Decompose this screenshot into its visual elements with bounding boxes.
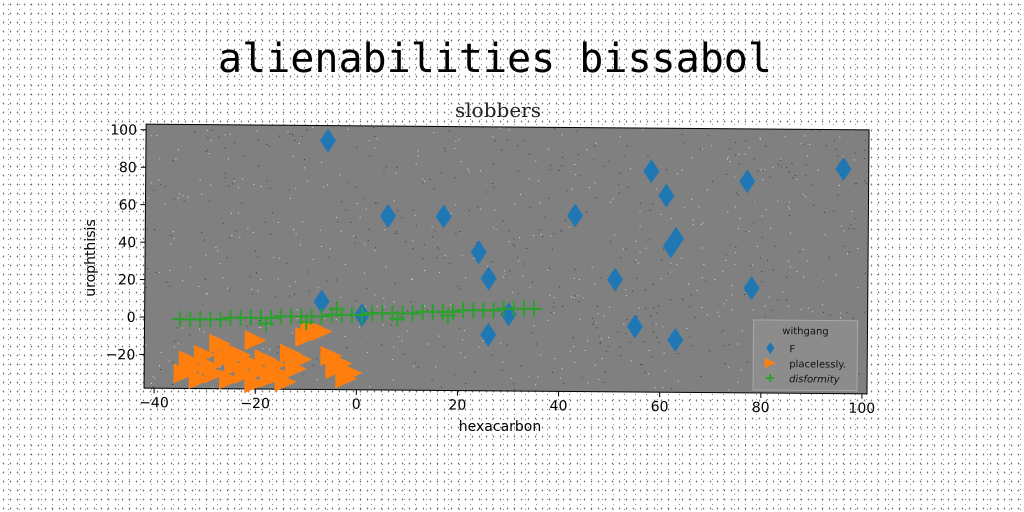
plus-point [298, 314, 315, 331]
legend-label-2: placelessly. [789, 359, 846, 370]
legend-marker-2 [764, 358, 776, 369]
plot-area [143, 123, 870, 395]
chart-subtitle: slobbers [455, 98, 541, 122]
diamond-point [668, 226, 685, 251]
y-tick-label: 40 [118, 235, 136, 251]
x-tick-label: 0 [352, 397, 361, 413]
x-tick-label: 40 [550, 398, 568, 414]
diamond-point [643, 159, 660, 184]
diamond-point [567, 203, 584, 228]
plus-point [439, 307, 456, 324]
diamond-point [739, 169, 756, 194]
x-tick-label: 80 [752, 400, 770, 416]
plus-point [257, 315, 274, 332]
x-tick-label: 60 [651, 399, 669, 415]
diamond-point [319, 128, 336, 153]
diamond-point [480, 322, 497, 347]
plus-point [485, 302, 502, 319]
y-tick-label: 0 [127, 310, 136, 326]
data-points [171, 128, 852, 394]
diamond-point [626, 314, 643, 339]
diamond-point [313, 289, 330, 314]
chart-title: alienabilities bissabol [218, 36, 772, 82]
diamond-point [607, 267, 624, 292]
legend-label-3: disformity [789, 374, 841, 385]
triangle-point [289, 349, 312, 370]
x-tick-label: −40 [139, 395, 169, 411]
plus-point [354, 306, 371, 323]
diamond-point [435, 204, 452, 229]
triangle-point [188, 369, 211, 390]
y-axis-label: urophthisis [83, 219, 99, 296]
legend-title: withgang [782, 326, 828, 337]
plus-point [313, 308, 330, 325]
diamond-point [835, 156, 852, 181]
plus-point [525, 300, 542, 317]
y-tick-label: 80 [119, 160, 137, 176]
x-tick-label: 100 [848, 401, 875, 417]
legend-marker-1 [766, 342, 775, 355]
x-axis-label: hexacarbon [459, 419, 541, 435]
diamond-point [470, 240, 487, 265]
x-axis: −40 −20 0 20 40 60 80 100 [139, 388, 875, 417]
y-tick-label: 20 [118, 272, 136, 288]
y-tick-label: −20 [106, 347, 136, 363]
diamond-point [380, 203, 397, 228]
diamond-point [667, 327, 684, 352]
legend-label-1: F [789, 344, 795, 355]
triangle-point [219, 341, 242, 362]
y-tick-label: 100 [110, 123, 137, 139]
x-tick-label: 20 [448, 398, 466, 414]
diamond-point [480, 266, 497, 291]
diamond-point [658, 183, 675, 208]
triangle-point [274, 371, 297, 392]
triangle-point [310, 321, 333, 342]
legend-box [752, 319, 859, 392]
x-tick-label: −20 [240, 396, 270, 412]
plus-point [404, 305, 421, 322]
y-tick-label: 60 [119, 197, 137, 213]
legend-marker-3 [766, 374, 775, 383]
plus-point [328, 301, 345, 318]
triangle-point [340, 362, 363, 383]
plus-point [389, 310, 406, 328]
triangle-point [203, 363, 226, 384]
triangle-point [244, 330, 267, 351]
y-axis: −20 0 20 40 60 80 100 [106, 123, 147, 363]
diamond-point [743, 276, 760, 301]
plus-point [212, 311, 229, 328]
